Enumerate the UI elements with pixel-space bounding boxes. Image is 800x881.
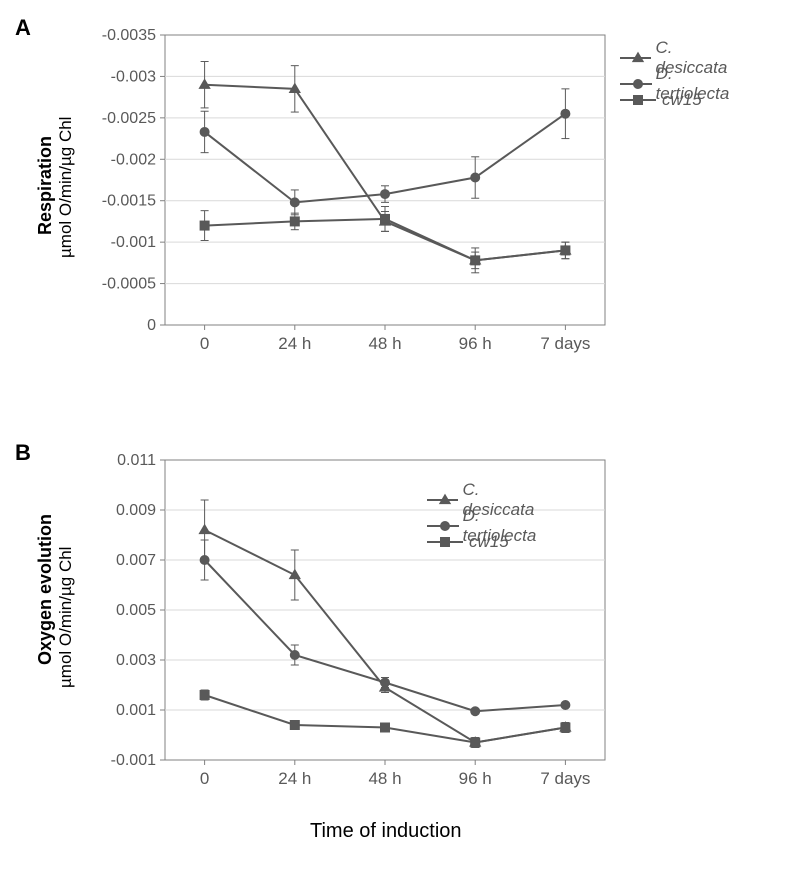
svg-text:-0.002: -0.002 xyxy=(111,151,156,168)
legend-item: cw15 xyxy=(425,532,509,552)
panel-b-label: B xyxy=(15,440,31,466)
panel-a-chart: -0.0035 -0.003 -0.0025 -0.002 -0.0015 -0.001 -… xyxy=(70,25,615,367)
svg-text:-0.001: -0.001 xyxy=(111,234,156,251)
svg-text:-0.0015: -0.0015 xyxy=(102,193,156,210)
svg-text:-0.003: -0.003 xyxy=(111,68,156,85)
svg-text:0: 0 xyxy=(147,317,156,334)
svg-text:0.005: 0.005 xyxy=(116,602,156,619)
svg-text:48 h: 48 h xyxy=(368,769,401,788)
svg-text:-0.0025: -0.0025 xyxy=(102,110,156,127)
svg-text:7 days: 7 days xyxy=(540,334,590,353)
legend-label: cw15 xyxy=(662,90,702,110)
svg-text:-0.0005: -0.0005 xyxy=(102,276,156,293)
svg-text:-0.0035: -0.0035 xyxy=(102,27,156,44)
svg-text:0.007: 0.007 xyxy=(116,552,156,569)
panel-b-ylabel: µmol O/min/µg Chl xyxy=(56,547,76,688)
svg-text:24 h: 24 h xyxy=(278,334,311,353)
panel-b-ytitle: Oxygen evolution xyxy=(35,514,56,665)
legend-label: cw15 xyxy=(469,532,509,552)
svg-text:0.003: 0.003 xyxy=(116,652,156,669)
svg-text:24 h: 24 h xyxy=(278,769,311,788)
svg-text:-0.001: -0.001 xyxy=(111,752,156,769)
svg-text:96 h: 96 h xyxy=(459,334,492,353)
svg-text:0.011: 0.011 xyxy=(117,452,156,469)
svg-text:48 h: 48 h xyxy=(368,334,401,353)
panel-a-ytitle: Respiration xyxy=(35,136,56,235)
panel-a-label: A xyxy=(15,15,31,41)
figure-container: A -0.0035-0.003-0.0025-0.002-0.0015-0.00… xyxy=(0,0,800,881)
svg-text:7 days: 7 days xyxy=(540,769,590,788)
svg-text:0.001: 0.001 xyxy=(116,702,156,719)
svg-text:0.009: 0.009 xyxy=(116,502,156,519)
legend-item: cw15 xyxy=(618,90,702,110)
svg-text:0: 0 xyxy=(200,334,209,353)
svg-text:0: 0 xyxy=(200,769,209,788)
panel-a-ylabel: µmol O/min/µg Chl xyxy=(56,117,76,258)
xaxis-shared-label: Time of induction xyxy=(310,820,462,843)
svg-text:96 h: 96 h xyxy=(459,769,492,788)
